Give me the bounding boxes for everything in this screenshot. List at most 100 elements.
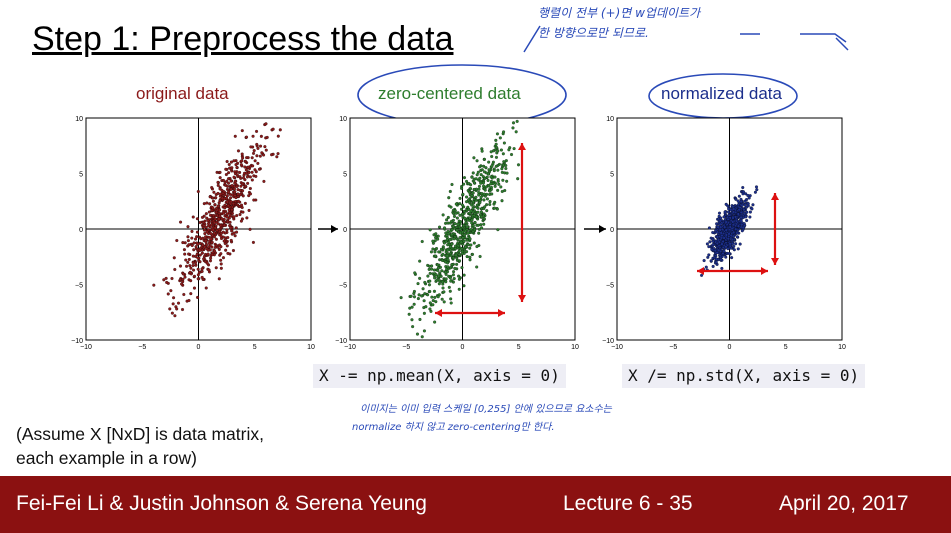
scatter-point [464, 245, 468, 249]
scatter-point [479, 181, 483, 185]
scatter-point [276, 152, 280, 156]
scatter-point [477, 231, 481, 235]
scatter-point [470, 203, 474, 207]
scatter-point [727, 232, 731, 236]
scatter-point [252, 198, 256, 202]
scatter-point [209, 256, 213, 260]
scatter-point [220, 217, 224, 221]
scatter-point [173, 314, 177, 318]
scatter-point [212, 231, 216, 235]
scatter-point [233, 234, 237, 238]
scatter-point [152, 283, 156, 287]
scatter-point [431, 303, 435, 307]
scatter-point [415, 332, 419, 336]
scatter-point [455, 228, 459, 232]
scatter-point [472, 156, 476, 160]
scatter-point [225, 212, 229, 216]
scatter-point [479, 210, 483, 214]
original-x-tick-label: 5 [253, 344, 257, 351]
scatter-point [495, 132, 499, 136]
scatter-point [450, 242, 454, 246]
normalized-x-tick-label: −10 [611, 344, 623, 351]
scatter-point [750, 207, 754, 211]
scatter-point [439, 247, 443, 251]
scatter-point [433, 320, 437, 324]
scatter-point [227, 208, 231, 212]
scatter-point [735, 235, 739, 239]
scatter-point [190, 243, 194, 247]
scatter-point [715, 241, 719, 245]
scatter-point [723, 225, 727, 229]
scatter-point [197, 270, 201, 274]
scatter-point [462, 176, 467, 180]
scatter-point [493, 200, 497, 204]
scatter-point [465, 179, 469, 183]
scatter-point [229, 226, 233, 230]
scatter-point [441, 280, 445, 284]
scatter-point [442, 300, 446, 304]
scatter-point [222, 211, 226, 215]
scatter-point [204, 235, 208, 239]
scatter-point [172, 256, 176, 260]
scatter-point [211, 228, 215, 232]
zero-centered-x-tick-label: 10 [571, 344, 579, 351]
scatter-point [476, 170, 480, 174]
scatter-point [239, 184, 243, 188]
scatter-point [469, 227, 473, 232]
scatter-point [196, 277, 200, 281]
scatter-point [433, 276, 437, 280]
scatter-point [204, 286, 208, 290]
scatter-point [458, 231, 463, 235]
scatter-point [189, 279, 193, 283]
scatter-point [478, 165, 482, 169]
scatter-point [196, 256, 200, 260]
scatter-point [238, 175, 242, 179]
scatter-point [741, 186, 745, 190]
scatter-point [456, 222, 460, 226]
scatter-point [484, 185, 488, 189]
assumption-note: (Assume X [NxD] is data matrix, each exa… [16, 422, 264, 470]
scatter-point [421, 287, 425, 291]
scatter-point [195, 253, 199, 257]
scatter-point [434, 300, 438, 304]
scatter-point [432, 289, 436, 293]
scatter-point [476, 210, 480, 214]
scatter-point [450, 219, 454, 223]
scatter-point [466, 218, 470, 222]
scatter-point [499, 148, 503, 152]
scatter-point [501, 152, 505, 156]
scatter-point [728, 225, 732, 229]
scatter-point [241, 189, 245, 193]
original-y-tick-label: −10 [71, 338, 83, 345]
original-y-tick-label: 10 [75, 116, 83, 123]
scatter-point [186, 260, 190, 264]
normalized-x-tick-label: 5 [784, 344, 788, 351]
scatter-point [452, 277, 456, 281]
scatter-point [206, 228, 211, 232]
scatter-point [502, 160, 506, 164]
scatter-point [481, 181, 485, 185]
scatter-point [412, 302, 416, 306]
scatter-point [499, 185, 503, 189]
scatter-point [189, 292, 193, 296]
zero-centered-y-tick-label: −5 [339, 283, 347, 290]
scatter-point [221, 235, 225, 239]
scatter-point [445, 254, 449, 258]
scatter-point [482, 192, 486, 196]
scatter-point [724, 255, 728, 259]
scatter-point [208, 213, 213, 217]
panel-title-zero-centered: zero-centered data [378, 84, 521, 103]
scatter-point [454, 211, 458, 215]
scatter-point [225, 244, 229, 248]
scatter-point [412, 291, 416, 296]
scatter-point [457, 277, 461, 281]
handwritten-note-bottom-2: normalize 하지 않고 zero-centering만 한다. [352, 422, 555, 433]
scatter-point [434, 273, 438, 277]
original-y-tick-label: 5 [79, 172, 83, 179]
scatter-point [468, 237, 472, 241]
scatter-point [245, 156, 249, 160]
scatter-point [241, 182, 245, 186]
scatter-point [707, 226, 711, 230]
scatter-point [187, 252, 191, 256]
scatter-point [447, 196, 451, 200]
